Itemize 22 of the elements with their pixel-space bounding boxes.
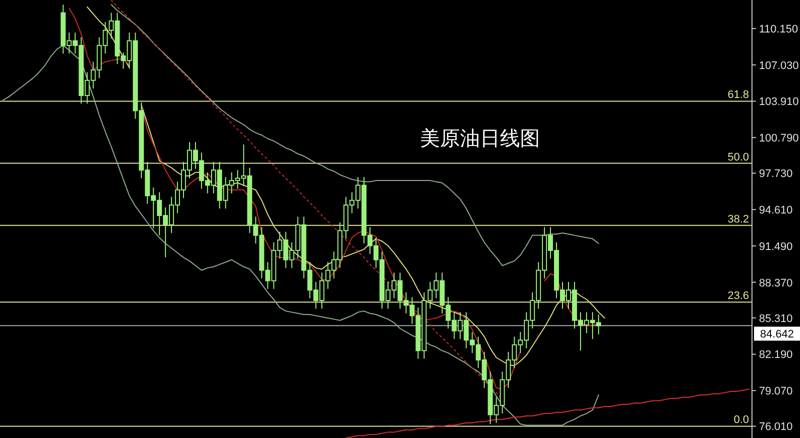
y-tick-label: 82.190	[759, 349, 793, 362]
ref-line-label: 38.2	[728, 213, 749, 226]
line-series	[2, 44, 600, 426]
text: 美原油日线图	[420, 126, 540, 150]
y-tick-label: 91.490	[759, 240, 793, 253]
line-series	[345, 388, 750, 438]
y-tick-label: 100.790	[759, 132, 799, 145]
ref-line-label: 23.6	[728, 290, 749, 302]
y-tick-label: 94.610	[759, 204, 793, 217]
y-tick-label: 85.310	[759, 312, 793, 325]
ref-line-label: 84.642	[760, 328, 794, 341]
y-tick-label: 88.370	[759, 277, 793, 290]
ref-line-label: 50.0	[728, 151, 749, 164]
ref-line-label: 0.0	[734, 414, 749, 426]
line-series	[110, 4, 600, 266]
y-tick-label: 79.070	[759, 386, 793, 398]
y-tick-label: 97.730	[759, 168, 793, 180]
y-tick-label: 103.910	[759, 96, 799, 108]
y-tick-label: 107.030	[759, 60, 799, 72]
ref-line-label: 61.8	[728, 89, 749, 102]
y-tick-label: 110.150	[759, 24, 798, 36]
y-tick-label: 76.010	[759, 421, 793, 434]
